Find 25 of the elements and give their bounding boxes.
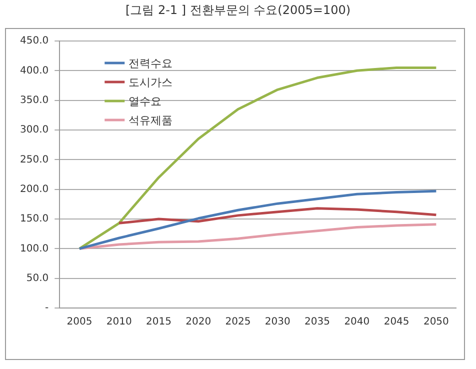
x-tick-label: 2015 — [146, 316, 172, 328]
y-tick-label: 50.0 — [26, 272, 49, 284]
legend-label: 도시가스 — [128, 76, 173, 89]
y-tick-label: 150.0 — [20, 214, 49, 225]
legend-label: 전력수요 — [128, 56, 173, 70]
y-tick-label: 200.0 — [20, 184, 49, 195]
x-tick-label: 2050 — [423, 316, 449, 328]
x-tick-label: 2030 — [264, 316, 290, 328]
x-tick-label: 2025 — [225, 316, 251, 328]
chart-title: [그림 2-1 ] 전환부문의 수요(2005=100) — [124, 2, 352, 19]
x-tick-label: 2040 — [344, 316, 370, 328]
x-tick-label: 2035 — [304, 316, 330, 328]
legend-label: 열수요 — [128, 94, 162, 108]
x-tick-label: 2045 — [384, 316, 410, 328]
y-tick-label: 450.0 — [20, 36, 49, 47]
x-tick-label: 2020 — [186, 316, 212, 328]
y-tick-label: 350.0 — [20, 94, 49, 106]
y-tick-label: 400.0 — [20, 65, 49, 76]
x-tick-label: 2010 — [106, 316, 132, 328]
x-tick-label: 2005 — [66, 316, 92, 328]
y-tick-label: 300.0 — [20, 124, 49, 136]
y-tick-label: - — [45, 302, 50, 314]
y-tick-label: 100.0 — [20, 243, 49, 254]
legend-label: 석유제품 — [128, 114, 173, 127]
y-tick-label: 250.0 — [20, 154, 49, 166]
